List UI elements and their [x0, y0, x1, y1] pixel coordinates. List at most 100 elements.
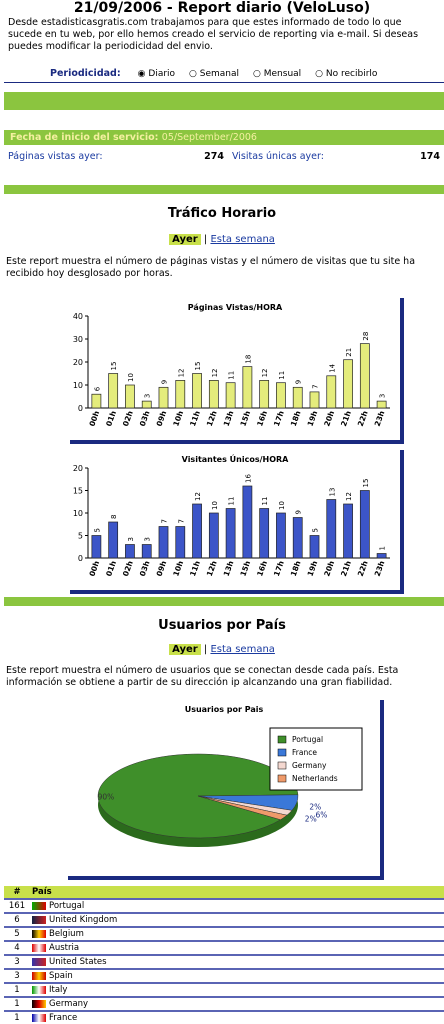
periodicity: Periodicidad: ◉ Diario ○ Semanal ○ Mensual…: [50, 68, 430, 79]
bar: [242, 366, 253, 409]
cell: 6: [4, 913, 30, 928]
radio-label: Diario: [148, 69, 176, 79]
table-row: 1 Germany: [4, 997, 444, 1012]
bar: [376, 400, 387, 409]
x-tick-label: 20h: [322, 410, 336, 428]
radio[interactable]: ◉ Diario: [137, 69, 176, 79]
value-label: 7: [177, 519, 185, 523]
x-tick-label: 09h: [155, 560, 169, 578]
value-label: 10: [127, 373, 135, 382]
flag: [32, 999, 46, 1008]
tab[interactable]: Esta semana: [210, 234, 275, 245]
value-label: 14: [328, 363, 336, 372]
tab[interactable]: Esta semana: [210, 644, 275, 655]
tab[interactable]: Ayer: [169, 644, 201, 655]
periodicity-label: Periodicidad:: [50, 68, 121, 79]
band: [4, 597, 444, 606]
x-tick-label: 18h: [289, 560, 303, 578]
table-row: 6 United Kingdom: [4, 913, 444, 928]
bar: [192, 503, 202, 559]
x-tick-label: 16h: [255, 410, 269, 428]
bar: [225, 508, 236, 559]
radio[interactable]: ○ Semanal: [189, 69, 240, 79]
value-label: 11: [261, 497, 269, 506]
table-header: # País: [4, 886, 444, 900]
radio-label: No recibirlo: [325, 69, 378, 79]
x-tick-label: 19h: [306, 560, 320, 578]
y-tick-label: 20: [73, 358, 83, 367]
y-tick-label: 10: [73, 509, 83, 518]
value-label: 10: [278, 501, 286, 510]
bar: [208, 380, 219, 409]
description: Este report muestra el número de usuario…: [6, 665, 399, 688]
value-label: 9: [161, 380, 169, 384]
y-tick-label: 5: [78, 532, 83, 541]
unique-label: Visitas únicas ayer:: [232, 151, 324, 162]
x-tick-label: 13h: [222, 560, 236, 578]
country: United Kingdom: [49, 915, 118, 925]
radio[interactable]: ○ No recibirlo: [315, 69, 378, 79]
x-tick-label: 01h: [104, 410, 118, 428]
bar: [208, 512, 219, 559]
value-label: 11: [228, 371, 236, 380]
cell: Spain: [30, 969, 444, 984]
x-tick-label: 13h: [222, 410, 236, 428]
value-label: 1: [379, 546, 387, 550]
cell: Germany: [30, 997, 444, 1012]
flag: [32, 1013, 46, 1022]
bar: [158, 526, 169, 559]
chart-box: Usuarios por Pais 90% 6% 2% 2% Portugal France…: [68, 700, 384, 880]
y-tick-label: 0: [78, 554, 83, 563]
table-row: 1 France: [4, 1011, 444, 1024]
tab[interactable]: Ayer: [169, 234, 201, 245]
x-tick-label: 03h: [138, 410, 152, 428]
x-tick-label: 10h: [171, 410, 185, 428]
country: Spain: [49, 971, 73, 981]
bar: [125, 544, 135, 559]
value-label: 5: [93, 528, 101, 532]
value-label: 12: [261, 368, 269, 377]
section-title: Usuarios por País: [158, 618, 286, 633]
y-tick-label: 0: [78, 404, 83, 413]
flag: [32, 901, 46, 910]
bar: [292, 517, 303, 559]
cell: Austria: [30, 941, 444, 956]
table-wrap: # País 161 Portugal 6 United Kingdom 5 Belgium 4…: [4, 886, 444, 1024]
cell: 3: [4, 969, 30, 984]
rule: [4, 82, 444, 83]
value-label: 9: [295, 380, 303, 384]
legend-label: Netherlands: [292, 774, 338, 783]
chart: Usuarios por Pais 90% 6%2% 2% Portugal France…: [98, 705, 363, 847]
x-tick-label: 00h: [87, 410, 101, 428]
title: 21/09/2006 - Report diario (VeloLuso): [73, 0, 371, 16]
table-row: 3 Spain: [4, 969, 444, 984]
value-label: 12: [177, 368, 185, 377]
value-label: 90%: [98, 793, 115, 802]
x-tick-label: 02h: [121, 560, 135, 578]
description: Este report muestra el número de páginas…: [6, 256, 416, 279]
table-row: 1 Italy: [4, 983, 444, 998]
value-label: 12: [211, 368, 219, 377]
chart-box: Páginas Vistas/HORA 0 10 20 30 40 6 00h 15 01h 10 0…: [70, 298, 404, 444]
cell: France: [30, 1011, 444, 1024]
country: United States: [49, 957, 107, 967]
radio[interactable]: ○ Mensual: [253, 69, 302, 79]
cell: 1: [4, 1011, 30, 1024]
table-row: 5 Belgium: [4, 927, 444, 942]
band: [4, 92, 444, 110]
x-tick-label: 01h: [104, 560, 118, 578]
chart-title: Páginas Vistas/HORA: [188, 303, 283, 312]
bar: [158, 386, 169, 409]
x-tick-label: 16h: [255, 560, 269, 578]
chart: Páginas Vistas/HORA 0 10 20 30 40 6 00h 15 01h 10 0…: [73, 303, 390, 428]
intro: Desde estadisticasgratis.com trabajamos …: [8, 17, 419, 52]
cell: Italy: [30, 983, 444, 998]
value-label: 18: [244, 355, 252, 364]
bar: [125, 384, 135, 409]
bar: [359, 343, 370, 409]
legend-swatch: [277, 735, 287, 744]
flag: [32, 971, 46, 980]
radio-label: Mensual: [263, 69, 302, 79]
x-tick-label: 11h: [188, 410, 202, 428]
value-label: 6: [93, 386, 101, 391]
